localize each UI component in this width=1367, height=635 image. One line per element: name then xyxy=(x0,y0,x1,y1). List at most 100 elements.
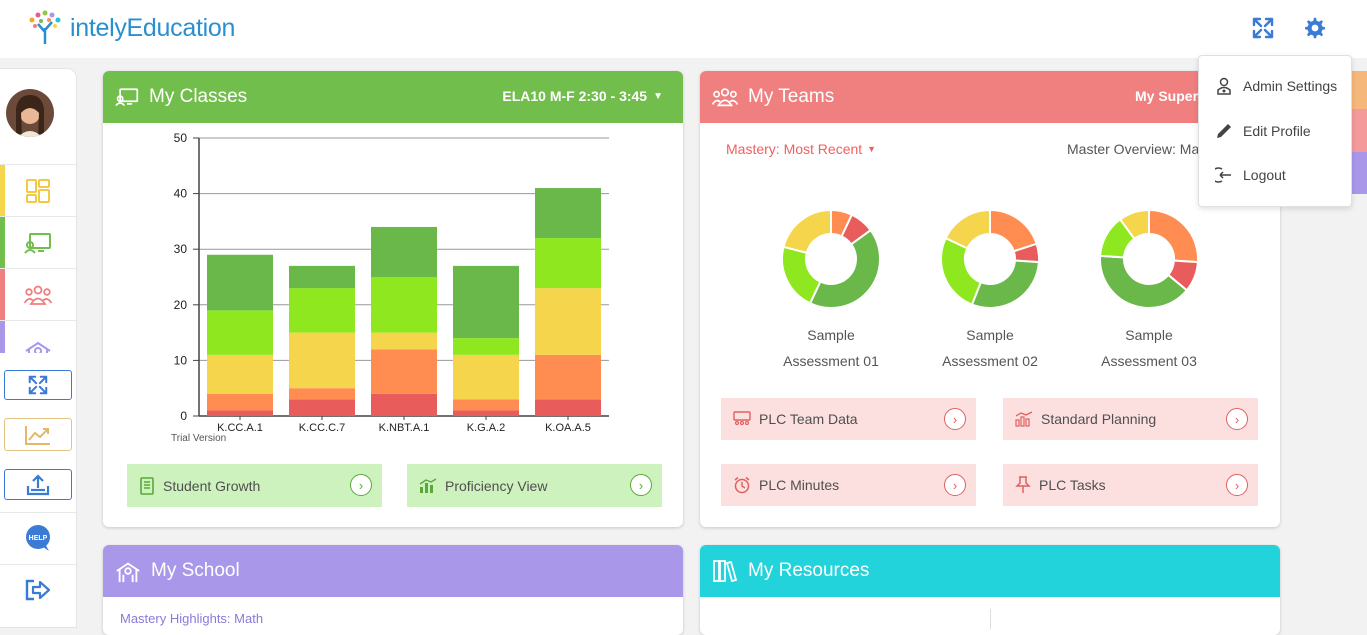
donut-slice[interactable] xyxy=(1118,208,1150,241)
proficiency-view-button[interactable]: Proficiency View › xyxy=(407,464,662,507)
donut-slice[interactable] xyxy=(940,236,983,306)
sidebar-upload-button[interactable] xyxy=(4,469,72,500)
bar-segment[interactable] xyxy=(453,410,519,416)
my-classes-title: My Classes xyxy=(149,86,248,107)
bar-segment[interactable] xyxy=(371,393,437,416)
assessment-02-line2: Assessment 02 xyxy=(942,353,1038,369)
plc-minutes-button[interactable]: PLC Minutes › xyxy=(721,464,976,506)
bar-segment[interactable] xyxy=(207,254,273,311)
y-tick-label: 10 xyxy=(174,353,188,367)
bar-segment[interactable] xyxy=(207,354,273,394)
chevron-right-icon: › xyxy=(350,474,372,496)
teams-icon xyxy=(24,285,52,305)
my-resources-title: My Resources xyxy=(748,560,870,581)
x-tick-label: K.NBT.A.1 xyxy=(379,422,430,434)
my-teams-header: My Teams My Super T xyxy=(700,71,1280,123)
offscreen-card-purple xyxy=(1352,152,1367,194)
bar-segment[interactable] xyxy=(371,226,437,277)
my-classes-header: My Classes ELA10 M-F 2:30 - 3:45 ▼ xyxy=(103,71,683,123)
pin-icon xyxy=(1015,476,1031,493)
plc-team-data-button[interactable]: PLC Team Data › xyxy=(721,398,976,440)
student-growth-button[interactable]: Student Growth › xyxy=(127,464,382,507)
plc-tasks-label: PLC Tasks xyxy=(1039,477,1106,493)
bar-segment[interactable] xyxy=(453,338,519,355)
bar-segment[interactable] xyxy=(535,354,601,400)
x-tick-label: K.G.A.2 xyxy=(467,422,506,434)
active-indicator xyxy=(0,165,5,216)
assessment-03-label[interactable]: Sample Assessment 03 xyxy=(1079,322,1219,374)
bar-segment[interactable] xyxy=(289,388,355,400)
assessment-donut-1[interactable] xyxy=(781,208,881,309)
donut-slice[interactable] xyxy=(782,208,832,254)
plc-tasks-button[interactable]: PLC Tasks › xyxy=(1003,464,1258,506)
bar-segment[interactable] xyxy=(535,188,601,239)
team-selector[interactable]: My Super T xyxy=(1135,88,1210,104)
mastery-filter-dropdown[interactable]: Mastery: Most Recent ▼ xyxy=(726,141,876,157)
sidebar-tab-dashboard[interactable] xyxy=(0,164,76,216)
avatar[interactable] xyxy=(6,89,54,137)
bar-segment[interactable] xyxy=(289,288,355,333)
sidebar-expand-button[interactable] xyxy=(4,370,72,400)
donut-slice[interactable] xyxy=(781,245,822,305)
school-subtitle[interactable]: Mastery Highlights: Math xyxy=(120,611,264,626)
brand-logo[interactable]: intelyEducation xyxy=(24,10,235,46)
my-resources-card: My Resources xyxy=(700,545,1280,635)
bar-segment[interactable] xyxy=(535,238,601,289)
menu-item-logout[interactable]: Logout xyxy=(1215,165,1286,185)
bar-segment[interactable] xyxy=(453,399,519,411)
menu-item-admin-settings[interactable]: Admin Settings xyxy=(1215,76,1337,96)
pencil-icon xyxy=(1217,124,1231,138)
bar-segment[interactable] xyxy=(207,393,273,411)
bar-segment[interactable] xyxy=(371,332,437,350)
sidebar-tab-teams[interactable] xyxy=(0,268,76,320)
y-tick-label: 50 xyxy=(174,131,188,145)
master-overview-label[interactable]: Master Overview: Mar xyxy=(1067,141,1204,157)
bar-segment[interactable] xyxy=(535,288,601,355)
expand-icon[interactable] xyxy=(1251,16,1277,42)
y-tick-label: 0 xyxy=(180,409,187,423)
sidebar-tab-school[interactable] xyxy=(0,320,76,353)
sidebar-help-button[interactable]: HELP xyxy=(0,512,76,562)
plc-team-data-label: PLC Team Data xyxy=(759,411,858,427)
active-indicator xyxy=(0,321,5,353)
menu-item-label: Admin Settings xyxy=(1243,78,1338,94)
assessment-02-line1: Sample xyxy=(966,327,1014,343)
chevron-right-icon: › xyxy=(1226,474,1248,496)
bar-segment[interactable] xyxy=(289,332,355,389)
assessment-02-label[interactable]: Sample Assessment 02 xyxy=(920,322,1060,374)
donut-slice[interactable] xyxy=(970,259,1040,309)
bar-segment[interactable] xyxy=(289,265,355,289)
donut-slice[interactable] xyxy=(944,208,991,250)
sidebar-signout-button[interactable] xyxy=(0,564,76,614)
bar-segment[interactable] xyxy=(535,399,601,416)
plc-minutes-label: PLC Minutes xyxy=(759,477,840,493)
sidebar-tab-classes[interactable] xyxy=(0,216,76,268)
bar-segment[interactable] xyxy=(371,349,437,394)
class-selector[interactable]: ELA10 M-F 2:30 - 3:45 ▼ xyxy=(502,88,663,104)
help-icon: HELP xyxy=(26,524,50,551)
gear-icon[interactable] xyxy=(1303,16,1329,42)
assessment-donut-3[interactable] xyxy=(1099,208,1199,309)
team-selector-value: My Super T xyxy=(1135,88,1211,104)
menu-item-edit-profile[interactable]: Edit Profile xyxy=(1215,121,1311,141)
assessment-donut-2[interactable] xyxy=(940,208,1040,309)
chevron-right-icon: › xyxy=(630,474,652,496)
books-icon xyxy=(713,560,738,583)
bar-segment[interactable] xyxy=(453,265,519,339)
my-classes-card: My Classes ELA10 M-F 2:30 - 3:45 ▼ 0 10 20… xyxy=(103,71,683,527)
donut-slice[interactable] xyxy=(1099,254,1189,309)
standard-planning-button[interactable]: Standard Planning › xyxy=(1003,398,1258,440)
assessment-donut-charts xyxy=(781,208,1199,309)
bar-segment[interactable] xyxy=(371,277,437,333)
my-teams-card: My Teams My Super T Mastery: Most Recent… xyxy=(700,71,1280,527)
donut-slice[interactable] xyxy=(808,228,881,309)
bar-segment[interactable] xyxy=(289,399,355,416)
bar-segment[interactable] xyxy=(453,354,519,400)
sidebar-growth-button[interactable] xyxy=(4,418,72,451)
assessment-01-line2: Assessment 01 xyxy=(783,353,879,369)
bar-segment[interactable] xyxy=(207,410,273,416)
menu-item-label: Logout xyxy=(1243,167,1286,183)
donut-slice[interactable] xyxy=(1148,208,1199,264)
assessment-01-label[interactable]: Sample Assessment 01 xyxy=(761,322,901,374)
bar-segment[interactable] xyxy=(207,310,273,355)
